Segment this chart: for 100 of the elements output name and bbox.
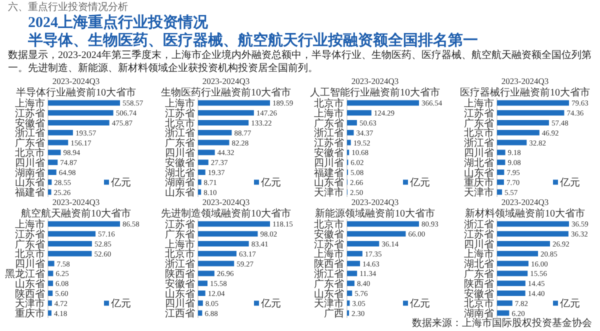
y-tick-label: 北京市 bbox=[314, 97, 344, 110]
bar bbox=[496, 250, 538, 256]
bar bbox=[496, 160, 505, 166]
y-tick-label: 浙江省 bbox=[464, 218, 494, 230]
legend-label: 亿元 bbox=[110, 298, 131, 310]
bar bbox=[198, 270, 214, 276]
bar bbox=[48, 179, 52, 185]
bar bbox=[347, 270, 358, 276]
y-tick-label: 四川省 bbox=[464, 146, 494, 159]
bar bbox=[496, 300, 512, 306]
bar bbox=[48, 100, 120, 106]
y-tick-label: 山东省 bbox=[164, 288, 194, 300]
bar bbox=[198, 189, 201, 195]
chart-title: 2023-2024Q3生物医药行业融资前10大省市 bbox=[160, 76, 290, 98]
legend-label: 亿元 bbox=[110, 178, 131, 189]
y-tick-label: 四川省 bbox=[164, 146, 194, 159]
bar bbox=[48, 241, 92, 246]
y-tick-label: 安徽省 bbox=[15, 117, 45, 130]
y-tick-label: 浙江省 bbox=[314, 268, 344, 280]
bar bbox=[48, 310, 52, 316]
bar bbox=[496, 189, 502, 195]
bar bbox=[496, 120, 548, 126]
y-tick-label: 四川省 bbox=[464, 238, 494, 250]
bar bbox=[198, 250, 236, 256]
bar bbox=[48, 280, 54, 286]
y-tick-label: 上海市 bbox=[314, 107, 344, 120]
bar bbox=[496, 170, 504, 175]
bar bbox=[496, 110, 564, 116]
bar bbox=[48, 270, 54, 276]
bar bbox=[347, 120, 357, 126]
bar bbox=[48, 189, 52, 195]
y-tick-label: 重庆市 bbox=[15, 308, 45, 320]
bar bbox=[48, 231, 96, 237]
bar bbox=[198, 280, 207, 286]
y-tick-label: 江苏省 bbox=[15, 228, 45, 240]
y-tick-label: 北京市 bbox=[314, 218, 344, 230]
y-tick-label: 湖南省 bbox=[15, 166, 45, 179]
y-tick-label: 黑龙江省 bbox=[5, 268, 45, 280]
bar bbox=[198, 150, 214, 156]
y-tick-label: 江苏省 bbox=[314, 238, 344, 250]
y-tick-label: 广东省 bbox=[314, 278, 344, 290]
y-tick-label: 上海市 bbox=[15, 97, 45, 110]
bar bbox=[496, 100, 568, 106]
y-tick-label: 上海市 bbox=[15, 218, 45, 230]
bar bbox=[48, 140, 68, 146]
y-tick-label: 安徽省 bbox=[314, 228, 344, 240]
bar bbox=[347, 280, 354, 286]
y-tick-label: 上海市 bbox=[164, 97, 194, 110]
y-tick-label: 陕西省 bbox=[164, 268, 194, 280]
bar bbox=[48, 221, 120, 227]
text: 2024上海重点行业投资情况 bbox=[28, 13, 208, 32]
y-tick-label: 上海市 bbox=[464, 97, 494, 110]
bar bbox=[48, 170, 56, 175]
bar bbox=[496, 150, 505, 156]
y-tick-label: 天津市 bbox=[314, 186, 344, 199]
y-tick-label: 福建省 bbox=[15, 186, 45, 199]
bar bbox=[496, 179, 504, 185]
bar bbox=[198, 140, 229, 146]
y-tick-label: 江西省 bbox=[164, 308, 194, 320]
bar bbox=[496, 140, 526, 146]
bar bbox=[496, 310, 509, 316]
bar bbox=[347, 250, 362, 256]
chart-title: 2023-2024Q3新能源领域融资前10大省市 bbox=[315, 197, 435, 220]
y-tick-label: 山东省 bbox=[15, 278, 45, 290]
chart-title: 2023-2024Q3半导体行业融资前10大省市 bbox=[16, 76, 136, 98]
y-tick-label: 广东省 bbox=[164, 228, 194, 240]
bar bbox=[198, 110, 254, 116]
bar bbox=[496, 270, 528, 276]
bar bbox=[347, 221, 419, 227]
bar bbox=[48, 290, 53, 296]
bar bbox=[198, 130, 232, 136]
text: 六、重点行业投资情况分析 bbox=[8, 0, 128, 14]
bar bbox=[347, 231, 406, 237]
bar bbox=[496, 290, 525, 296]
y-tick-label: 北京市 bbox=[164, 117, 194, 130]
y-tick-label: 广东省 bbox=[464, 268, 494, 280]
bar bbox=[347, 140, 351, 146]
bar bbox=[198, 120, 248, 126]
bar bbox=[48, 110, 114, 116]
text: 数据显示，2023-2024年第三季度末，上海市企业境内外融资总额中，半导体行业、生物医药、医疗器械、航空航天融资额全国位列第一。先进制造、新能源、新材料领域企业获投资机构投资居全国前列。 bbox=[8, 50, 592, 75]
y-tick-label: 广西 bbox=[324, 308, 344, 320]
bar bbox=[48, 250, 92, 256]
bar bbox=[198, 310, 202, 316]
y-tick-label: 江苏省 bbox=[164, 107, 194, 120]
y-tick-label: 山东省 bbox=[164, 186, 194, 199]
y-tick-label: 福建省 bbox=[314, 166, 344, 179]
bar bbox=[198, 221, 270, 227]
bar bbox=[496, 130, 539, 136]
bar bbox=[347, 110, 372, 116]
bar bbox=[48, 160, 58, 166]
bar bbox=[347, 100, 419, 106]
chart-title: 2023-2024Q3医疗器械行业融资前10大省市 bbox=[460, 76, 590, 98]
y-tick-label: 江苏省 bbox=[464, 228, 494, 240]
y-tick-label: 天津市 bbox=[464, 186, 494, 199]
chart-title: 2023-2024Q3先进制造领域融资前10大省市 bbox=[160, 197, 290, 220]
y-tick-label: 湖北省 bbox=[464, 156, 494, 169]
bar bbox=[496, 231, 568, 237]
text: 半导体、生物医药、医疗器械、航空航天行业按融资额全国排名第一 bbox=[28, 31, 478, 50]
y-tick-label: 安徽省 bbox=[164, 278, 194, 290]
bar bbox=[198, 160, 208, 166]
